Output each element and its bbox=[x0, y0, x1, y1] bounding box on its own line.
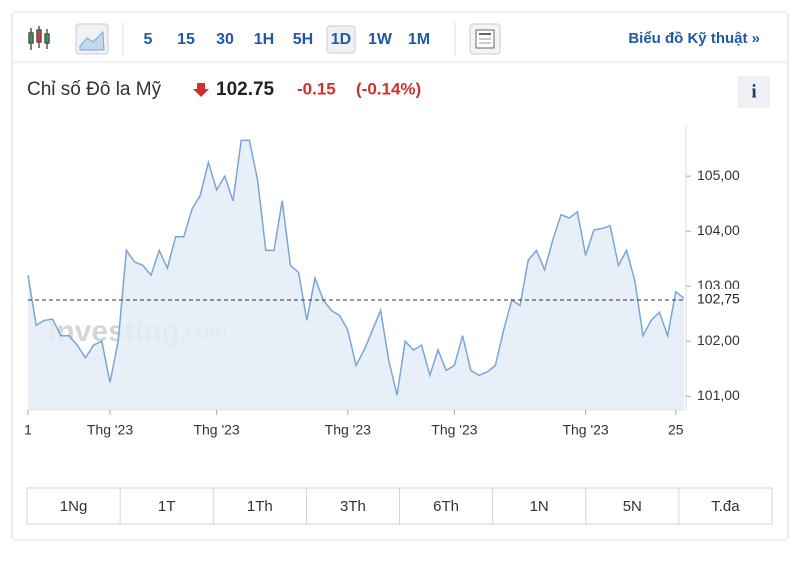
active-interval-bg bbox=[326, 25, 356, 54]
down-arrow bbox=[193, 83, 209, 97]
info-label: i bbox=[751, 81, 756, 102]
interval-button[interactable]: 1H bbox=[254, 31, 274, 48]
interval-button[interactable]: 1M bbox=[408, 31, 430, 48]
current-price-box bbox=[688, 288, 750, 311]
x-tick-label: Thg '23 bbox=[87, 422, 133, 438]
range-tab[interactable]: 1T bbox=[158, 498, 176, 515]
y-tick-label: 103,00 bbox=[697, 277, 740, 293]
y-tick-label: 102,00 bbox=[697, 332, 740, 348]
range-tab[interactable]: 1Th bbox=[247, 498, 273, 515]
technical-link[interactable]: Biểu đồ Kỹ thuật » bbox=[628, 30, 760, 47]
x-tick-label: Thg '23 bbox=[193, 422, 239, 438]
y-tick-label: 101,00 bbox=[697, 387, 740, 403]
range-tab[interactable]: 6Th bbox=[433, 498, 459, 515]
y-tick-label: 104,00 bbox=[697, 222, 740, 238]
x-tick-label: Thg '23 bbox=[325, 422, 371, 438]
interval-button[interactable]: 5 bbox=[144, 31, 153, 48]
x-tick-label: Thg '23 bbox=[562, 422, 608, 438]
instrument-title: Chỉ số Đô la Mỹ bbox=[27, 79, 162, 100]
change-percent: (-0.14%) bbox=[356, 79, 421, 98]
area bbox=[28, 140, 684, 410]
range-tab[interactable]: T.đa bbox=[711, 498, 740, 515]
range-tab[interactable]: 1Ng bbox=[60, 498, 88, 515]
news-icon[interactable] bbox=[469, 23, 501, 55]
interval-button[interactable]: 1W bbox=[368, 31, 393, 48]
x-tick-label: 1 bbox=[24, 422, 32, 438]
x-tick-label: 25 bbox=[668, 422, 684, 438]
price: 102.75 bbox=[216, 79, 275, 100]
change: -0.15 bbox=[297, 79, 336, 98]
line bbox=[27, 139, 685, 396]
range-tab[interactable]: 1N bbox=[530, 498, 549, 515]
interval-button[interactable]: 5H bbox=[293, 31, 313, 48]
current-price-label: 102,75 bbox=[697, 291, 740, 307]
interval-button[interactable]: 15 bbox=[177, 31, 195, 48]
area-icon[interactable] bbox=[75, 23, 109, 55]
info-button[interactable] bbox=[738, 76, 770, 108]
x-tick-label: Thg '23 bbox=[431, 422, 477, 438]
range-tab[interactable]: 3Th bbox=[340, 498, 366, 515]
candle-icon[interactable] bbox=[28, 26, 50, 50]
interval-button[interactable]: 30 bbox=[216, 31, 234, 48]
y-tick-label: 105,00 bbox=[697, 167, 740, 183]
range-tab[interactable]: 5N bbox=[623, 498, 642, 515]
interval-button[interactable]: 1D bbox=[331, 31, 351, 48]
